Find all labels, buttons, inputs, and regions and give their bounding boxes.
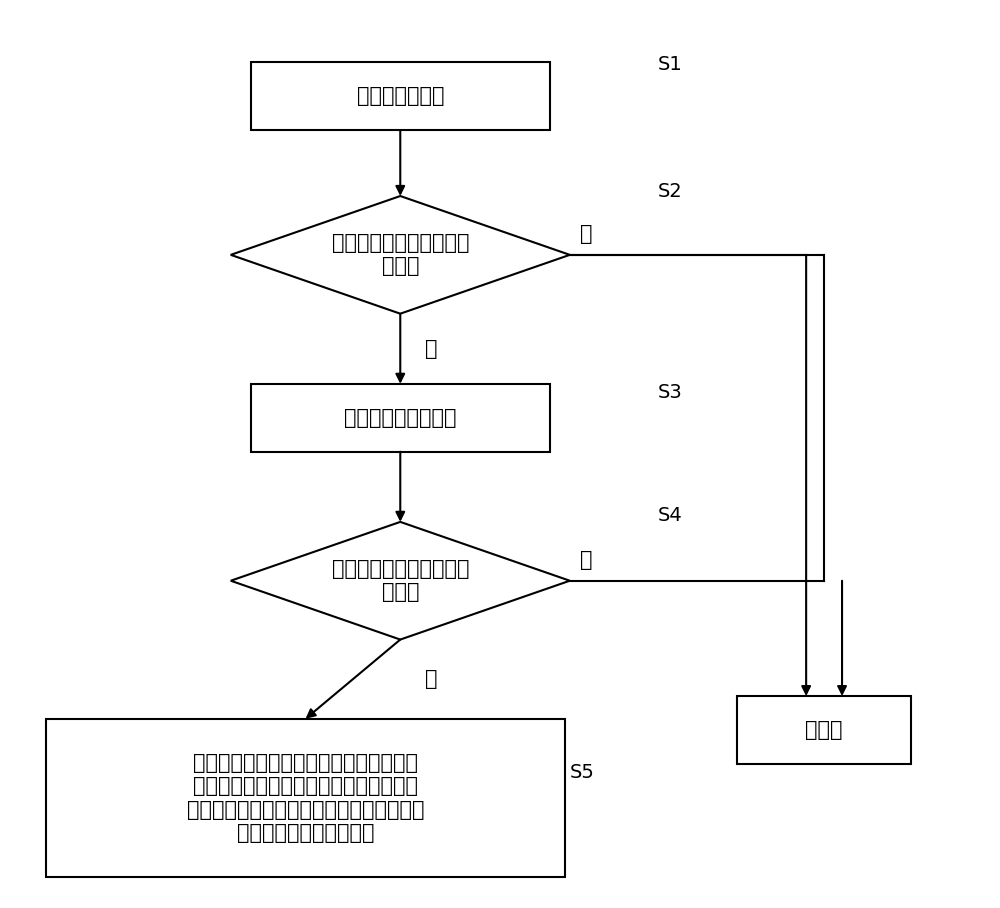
Text: 对电池进行第一预设时间的放电，并将能
量存储至储能装置中；然后利用储能装置
对电池进行第二预设时间的充电，直至电池
的温度到达第二温度阈值: 对电池进行第一预设时间的放电，并将能 量存储至储能装置中；然后利用储能装置 对电…: [187, 753, 424, 843]
Bar: [251, 384, 550, 452]
Polygon shape: [231, 196, 570, 313]
Text: S1: S1: [658, 55, 682, 74]
Text: 是: 是: [425, 339, 438, 359]
Text: S4: S4: [658, 506, 682, 525]
Text: 是: 是: [425, 669, 438, 689]
Text: 否: 否: [580, 550, 592, 570]
Text: 获取电池的温度: 获取电池的温度: [357, 86, 444, 106]
Bar: [46, 719, 565, 877]
Text: S3: S3: [658, 383, 682, 402]
Text: 获取电池的剩余电量: 获取电池的剩余电量: [344, 408, 457, 428]
Text: 否: 否: [580, 224, 592, 244]
Bar: [737, 696, 911, 764]
Text: 不操作: 不操作: [805, 720, 843, 740]
Text: S5: S5: [570, 763, 595, 782]
Text: 判断剩余电量是否大于电
量阈值: 判断剩余电量是否大于电 量阈值: [332, 559, 469, 602]
Text: 判断温度是否低于第一温
度阈值: 判断温度是否低于第一温 度阈值: [332, 233, 469, 276]
Bar: [251, 63, 550, 131]
Polygon shape: [231, 522, 570, 639]
Text: S2: S2: [658, 182, 682, 201]
